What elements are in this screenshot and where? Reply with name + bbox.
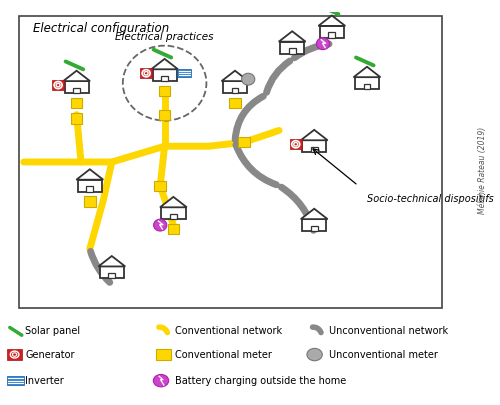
Text: Conventional meter: Conventional meter	[176, 350, 272, 360]
Bar	[108, 273, 115, 278]
FancyBboxPatch shape	[168, 224, 179, 234]
Bar	[161, 76, 168, 81]
Circle shape	[154, 375, 168, 387]
Circle shape	[316, 38, 330, 50]
Polygon shape	[279, 31, 305, 42]
Bar	[170, 214, 177, 219]
Bar	[100, 266, 124, 278]
Polygon shape	[98, 256, 125, 266]
Bar	[328, 32, 335, 38]
Text: Solar panel: Solar panel	[25, 326, 80, 337]
FancyBboxPatch shape	[238, 137, 250, 147]
Text: Socio-technical dispositifs: Socio-technical dispositifs	[367, 194, 494, 204]
Circle shape	[12, 353, 17, 356]
FancyBboxPatch shape	[140, 68, 152, 78]
FancyBboxPatch shape	[159, 110, 170, 120]
FancyBboxPatch shape	[290, 139, 302, 149]
Text: Electrical practices: Electrical practices	[116, 32, 214, 42]
Polygon shape	[76, 169, 103, 180]
FancyBboxPatch shape	[52, 80, 64, 90]
FancyBboxPatch shape	[159, 86, 170, 96]
Circle shape	[294, 143, 298, 146]
FancyBboxPatch shape	[71, 98, 83, 108]
Polygon shape	[222, 71, 248, 81]
FancyBboxPatch shape	[20, 16, 442, 308]
FancyBboxPatch shape	[71, 113, 83, 124]
Bar	[162, 207, 186, 219]
Text: Generator: Generator	[25, 350, 74, 360]
Circle shape	[142, 70, 150, 77]
Circle shape	[242, 73, 255, 85]
FancyBboxPatch shape	[84, 196, 96, 207]
Bar	[280, 42, 304, 53]
Bar	[364, 84, 370, 89]
Bar	[86, 186, 93, 192]
FancyBboxPatch shape	[230, 98, 240, 108]
Polygon shape	[301, 209, 328, 219]
Text: Battery charging outside the home: Battery charging outside the home	[176, 376, 346, 386]
Circle shape	[54, 81, 62, 89]
Bar	[355, 77, 379, 89]
FancyBboxPatch shape	[178, 69, 192, 77]
Bar	[223, 81, 247, 93]
Circle shape	[10, 351, 19, 358]
Polygon shape	[63, 71, 90, 81]
Bar	[289, 48, 296, 53]
Circle shape	[292, 141, 300, 148]
Bar	[232, 87, 238, 93]
FancyBboxPatch shape	[154, 181, 166, 191]
Bar	[64, 81, 88, 93]
Bar	[302, 140, 326, 152]
Bar	[311, 226, 318, 231]
Bar	[320, 26, 344, 38]
Polygon shape	[151, 59, 178, 69]
Polygon shape	[301, 130, 328, 140]
Circle shape	[144, 72, 148, 75]
Text: Unconventional network: Unconventional network	[329, 326, 448, 337]
Text: Inverter: Inverter	[25, 376, 64, 386]
Bar	[78, 180, 102, 192]
FancyBboxPatch shape	[8, 349, 22, 360]
Circle shape	[307, 348, 322, 361]
Polygon shape	[318, 15, 345, 26]
Polygon shape	[160, 197, 187, 207]
Bar	[302, 219, 326, 231]
Bar	[73, 87, 80, 93]
Circle shape	[154, 219, 167, 231]
FancyBboxPatch shape	[156, 349, 170, 360]
Text: Unconventional meter: Unconventional meter	[329, 350, 438, 360]
Bar	[311, 147, 318, 152]
Circle shape	[56, 83, 60, 87]
Text: Conventional network: Conventional network	[176, 326, 282, 337]
Text: Electrical configuration: Electrical configuration	[32, 22, 169, 35]
FancyBboxPatch shape	[8, 376, 24, 386]
Polygon shape	[354, 67, 380, 77]
Text: Mélanie Rateau (2019): Mélanie Rateau (2019)	[478, 126, 488, 214]
Bar	[152, 69, 176, 81]
